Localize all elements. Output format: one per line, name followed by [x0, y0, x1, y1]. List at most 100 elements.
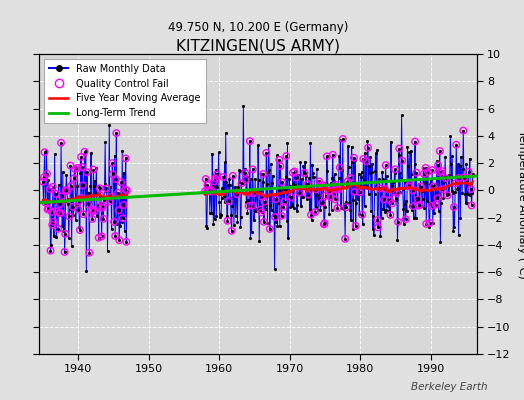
Point	[233, 191, 241, 197]
Point	[416, 202, 424, 208]
Point	[257, 209, 266, 216]
Point	[67, 183, 75, 189]
Point	[259, 171, 268, 177]
Point	[332, 182, 340, 188]
Point	[77, 154, 85, 160]
Point	[409, 187, 417, 194]
Point	[459, 127, 467, 134]
Point	[424, 169, 432, 175]
Point	[89, 166, 97, 173]
Point	[386, 197, 394, 203]
Text: Berkeley Earth: Berkeley Earth	[411, 382, 487, 392]
Point	[94, 234, 103, 241]
Point	[323, 153, 331, 160]
Point	[452, 180, 460, 186]
Point	[75, 227, 84, 233]
Point	[438, 168, 446, 174]
Point	[343, 178, 352, 185]
Point	[80, 148, 89, 155]
Point	[262, 150, 270, 156]
Point	[421, 165, 430, 171]
Point	[256, 206, 265, 213]
Point	[315, 178, 323, 185]
Point	[55, 210, 63, 216]
Point	[39, 178, 47, 185]
Y-axis label: Temperature Anomaly (°C): Temperature Anomaly (°C)	[517, 130, 524, 278]
Point	[40, 149, 49, 156]
Point	[341, 236, 350, 242]
Point	[62, 187, 70, 193]
Point	[394, 219, 402, 225]
Point	[94, 204, 102, 210]
Point	[304, 192, 312, 198]
Point	[56, 201, 64, 207]
Point	[45, 206, 53, 212]
Point	[282, 153, 290, 159]
Point	[381, 186, 389, 192]
Point	[111, 233, 119, 239]
Point	[277, 212, 286, 219]
Point	[88, 216, 96, 222]
Point	[364, 144, 372, 151]
Point	[74, 198, 83, 204]
Point	[280, 199, 289, 205]
Point	[61, 231, 69, 237]
Point	[373, 217, 381, 223]
Point	[318, 182, 326, 188]
Point	[96, 185, 104, 192]
Point	[275, 156, 283, 163]
Point	[106, 198, 114, 204]
Point	[295, 189, 303, 196]
Point	[122, 239, 130, 245]
Point	[78, 164, 86, 170]
Point	[334, 186, 342, 193]
Point	[392, 190, 401, 196]
Point	[119, 202, 127, 208]
Point	[333, 184, 341, 191]
Point	[201, 188, 209, 194]
Point	[319, 182, 328, 189]
Point	[97, 233, 106, 240]
Point	[121, 186, 129, 192]
Point	[401, 216, 410, 222]
Point	[412, 170, 420, 176]
Point	[224, 198, 233, 204]
Point	[112, 130, 121, 136]
Point	[98, 205, 106, 211]
Point	[414, 202, 423, 209]
Point	[90, 208, 99, 214]
Point	[112, 176, 120, 182]
Point	[74, 206, 82, 213]
Point	[203, 182, 212, 188]
Point	[204, 187, 212, 193]
Point	[467, 186, 475, 192]
Point	[89, 207, 97, 213]
Point	[99, 202, 107, 209]
Point	[223, 218, 232, 224]
Point	[73, 165, 82, 171]
Point	[326, 194, 335, 200]
Point	[442, 175, 450, 182]
Point	[332, 186, 341, 193]
Point	[325, 188, 334, 194]
Point	[122, 155, 130, 162]
Point	[336, 164, 344, 171]
Point	[70, 175, 78, 182]
Point	[428, 203, 436, 209]
Title: KITZINGEN(US ARMY): KITZINGEN(US ARMY)	[176, 39, 340, 54]
Point	[107, 194, 115, 200]
Point	[227, 228, 236, 234]
Point	[417, 184, 425, 190]
Point	[84, 201, 92, 208]
Point	[56, 210, 64, 216]
Point	[438, 186, 446, 192]
Point	[85, 250, 93, 256]
Text: 49.750 N, 10.200 E (Germany): 49.750 N, 10.200 E (Germany)	[168, 22, 348, 34]
Point	[300, 170, 309, 176]
Point	[245, 203, 253, 209]
Point	[434, 162, 442, 168]
Point	[48, 222, 57, 228]
Point	[333, 205, 342, 211]
Point	[245, 190, 254, 196]
Point	[331, 196, 340, 203]
